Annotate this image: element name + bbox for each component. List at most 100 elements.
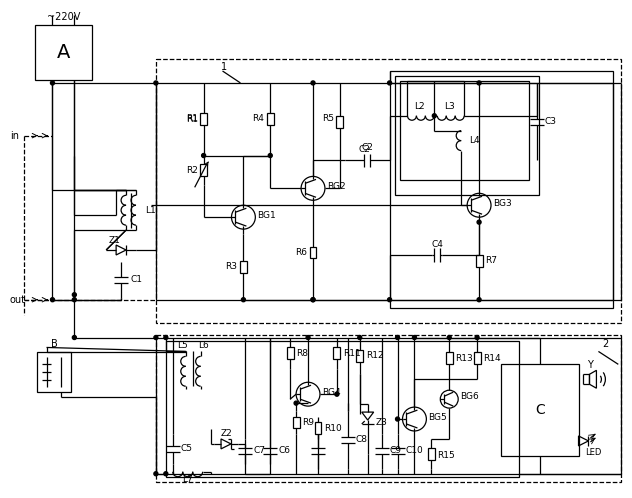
Bar xyxy=(334,348,341,360)
Circle shape xyxy=(73,298,76,302)
Text: C1: C1 xyxy=(130,275,142,284)
Text: C4: C4 xyxy=(432,240,443,249)
Bar xyxy=(356,350,363,362)
Text: Y: Y xyxy=(586,361,592,371)
Text: BG5: BG5 xyxy=(428,412,447,422)
Text: L6: L6 xyxy=(198,341,209,350)
Text: BG3: BG3 xyxy=(493,199,512,208)
Circle shape xyxy=(311,81,315,85)
Text: L2: L2 xyxy=(414,102,425,111)
Circle shape xyxy=(387,298,392,302)
Bar xyxy=(200,164,207,176)
Bar xyxy=(428,448,435,460)
Bar xyxy=(35,25,92,80)
Text: L7: L7 xyxy=(183,475,193,484)
Circle shape xyxy=(268,153,272,157)
Bar xyxy=(336,116,343,127)
Text: C5: C5 xyxy=(181,444,193,453)
Circle shape xyxy=(306,336,310,340)
Bar xyxy=(501,365,578,456)
Text: B: B xyxy=(51,340,58,350)
Text: BG2: BG2 xyxy=(327,182,346,191)
Circle shape xyxy=(294,401,298,405)
Circle shape xyxy=(477,81,481,85)
Text: out: out xyxy=(9,295,26,305)
Text: 1: 1 xyxy=(221,62,227,72)
Bar xyxy=(200,113,207,125)
Circle shape xyxy=(413,336,416,340)
Bar xyxy=(37,353,71,392)
Text: LED: LED xyxy=(585,448,602,457)
Text: R12: R12 xyxy=(366,352,384,361)
Bar xyxy=(315,422,322,434)
Text: C2: C2 xyxy=(359,145,370,154)
Text: C7: C7 xyxy=(253,446,265,455)
Text: R1: R1 xyxy=(186,115,198,124)
Bar xyxy=(473,353,480,365)
Text: in: in xyxy=(9,130,19,140)
Circle shape xyxy=(164,472,168,476)
Bar xyxy=(446,353,453,365)
Text: R7: R7 xyxy=(485,256,497,265)
Circle shape xyxy=(311,298,315,302)
Text: R14: R14 xyxy=(483,354,501,363)
Circle shape xyxy=(164,336,168,340)
Text: R13: R13 xyxy=(455,354,473,363)
Text: C6: C6 xyxy=(278,446,290,455)
Text: C3: C3 xyxy=(545,117,557,126)
Text: C8: C8 xyxy=(356,435,368,444)
Text: L5: L5 xyxy=(178,341,188,350)
Circle shape xyxy=(73,293,76,297)
Circle shape xyxy=(73,336,76,340)
Text: C2: C2 xyxy=(362,142,373,151)
Circle shape xyxy=(51,81,54,85)
Text: R5: R5 xyxy=(322,114,334,123)
Bar xyxy=(287,348,294,360)
Bar xyxy=(293,416,300,428)
Bar xyxy=(156,59,621,323)
Bar xyxy=(389,71,613,308)
Circle shape xyxy=(154,472,158,476)
Bar xyxy=(240,261,247,273)
Text: 2: 2 xyxy=(602,340,609,350)
Text: L4: L4 xyxy=(469,136,480,145)
Circle shape xyxy=(154,81,158,85)
Circle shape xyxy=(475,336,479,340)
Circle shape xyxy=(477,298,481,302)
Circle shape xyxy=(241,298,245,302)
Circle shape xyxy=(396,336,399,340)
Circle shape xyxy=(477,220,481,224)
Circle shape xyxy=(311,298,315,302)
Text: BG4: BG4 xyxy=(322,388,341,397)
Bar xyxy=(476,255,483,267)
Bar xyxy=(399,81,529,180)
Text: R10: R10 xyxy=(324,424,342,433)
Circle shape xyxy=(202,153,205,157)
Circle shape xyxy=(447,336,451,340)
Text: A: A xyxy=(57,43,70,62)
Text: C9: C9 xyxy=(389,446,401,455)
Bar xyxy=(267,113,274,125)
Text: L3: L3 xyxy=(444,102,454,111)
Circle shape xyxy=(387,81,392,85)
Circle shape xyxy=(396,417,399,421)
Text: R3: R3 xyxy=(226,262,238,271)
Circle shape xyxy=(335,392,339,396)
Circle shape xyxy=(154,336,158,340)
Circle shape xyxy=(358,336,362,340)
Text: Z3: Z3 xyxy=(375,417,387,426)
Text: Z1: Z1 xyxy=(108,236,120,245)
Text: L1: L1 xyxy=(145,206,155,215)
Text: BG1: BG1 xyxy=(257,211,276,220)
Text: R4: R4 xyxy=(252,114,264,123)
Bar xyxy=(394,76,538,195)
Text: C10: C10 xyxy=(406,446,423,455)
Text: R2: R2 xyxy=(186,166,198,175)
Text: R11: R11 xyxy=(343,349,361,358)
Text: ~220V: ~220V xyxy=(47,12,80,22)
Text: Z2: Z2 xyxy=(220,429,232,438)
Text: R15: R15 xyxy=(437,451,455,460)
Text: R6: R6 xyxy=(295,248,307,257)
Text: BG6: BG6 xyxy=(460,391,479,401)
Circle shape xyxy=(432,114,436,118)
